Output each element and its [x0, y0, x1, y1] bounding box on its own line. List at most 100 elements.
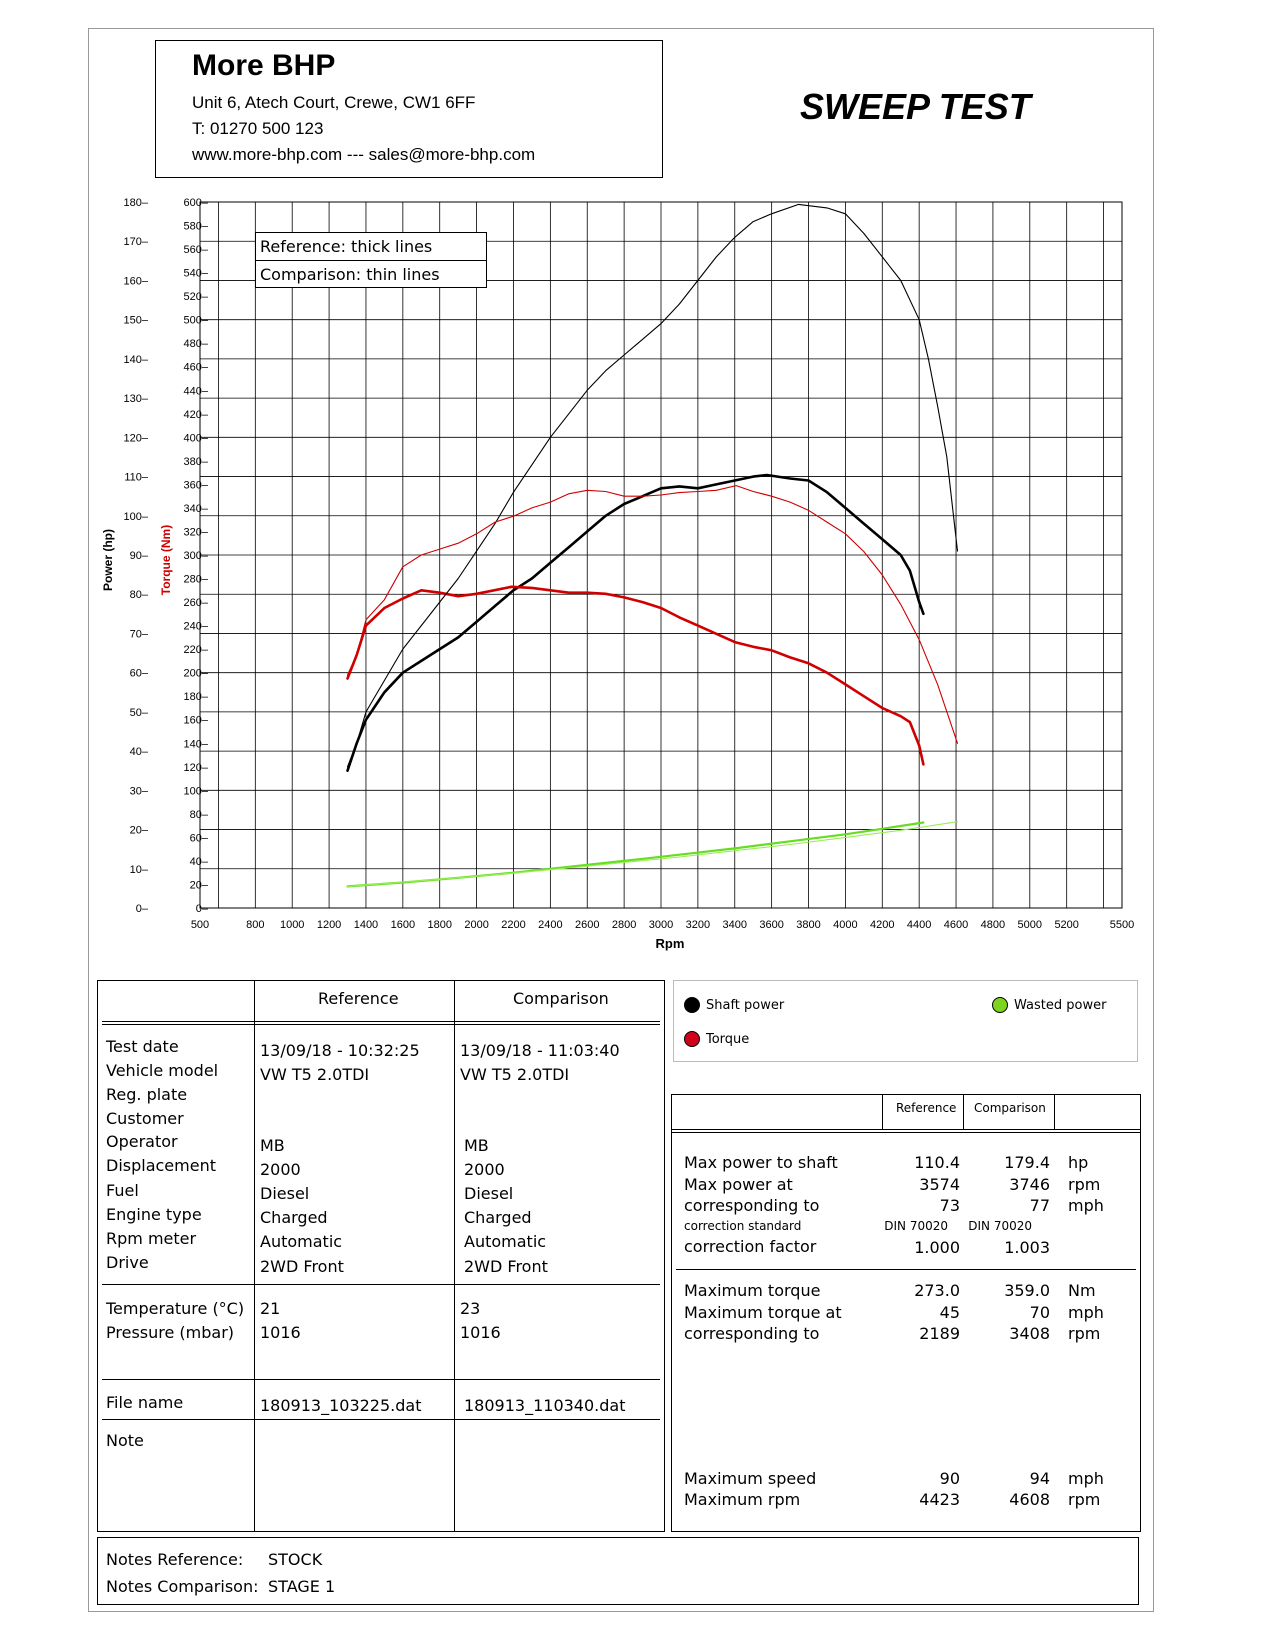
x-tick-label: 500 [191, 919, 209, 931]
result-rows2-0-label: Maximum torque [684, 1281, 821, 1300]
y-axis-label-power: Power (hp) [101, 529, 115, 591]
company-name: More BHP [192, 49, 336, 82]
torque-tick-label: 100– [184, 785, 209, 797]
chart-ticks: 500 800 1000 1200 1400 1600 1800 2000 2200 2400 26… [124, 197, 1135, 931]
torque-tick-label: 520– [184, 291, 209, 303]
x-axis-label: Rpm [656, 936, 685, 951]
torque-tick-label: 0– [196, 903, 209, 915]
company-box: More BHP Unit 6, Atech Court, Crewe, CW1… [155, 40, 663, 178]
label-vehicle-model: Vehicle model [106, 1061, 219, 1080]
power-tick-label: 0– [136, 903, 149, 915]
result-rows1-2-unit: mph [1068, 1196, 1104, 1215]
torque-tick-label: 40– [190, 856, 209, 868]
label-test-date: Test date [106, 1037, 179, 1056]
power-tick-label: 110– [124, 472, 149, 484]
report-title: SWEEP TEST [800, 86, 1031, 127]
x-tick-label: 3000 [649, 919, 673, 931]
result-rows1-0-ref: 110.4 [914, 1153, 960, 1172]
torque-tick-label: 540– [184, 268, 209, 280]
power-tick-label: 170– [124, 236, 149, 248]
corr-std-ref: DIN 70020 [884, 1219, 948, 1233]
torque-tick-label: 400– [184, 432, 209, 444]
label-reg-plate: Reg. plate [106, 1085, 188, 1104]
cmp-engine: Charged [464, 1208, 532, 1227]
results-table: Reference Comparison Max power to shaft 1… [671, 1094, 1141, 1532]
label-engine-type: Engine type [106, 1205, 202, 1224]
series-comparison-wasted-power [346, 821, 959, 887]
x-tick-label: 3800 [796, 919, 820, 931]
torque-tick-label: 580– [184, 221, 209, 233]
power-tick-label: 70– [130, 628, 149, 640]
cmp-test-date: 13/09/18 - 11:03:40 [460, 1041, 620, 1060]
dyno-chart: 500 800 1000 1200 1400 1600 1800 2000 2200 2400 26… [101, 197, 1135, 951]
x-tick-label: 3400 [723, 919, 747, 931]
label-customer: Customer [106, 1109, 184, 1128]
legend-wasted-power: Wasted power [1014, 998, 1107, 1013]
x-tick-label: 4400 [907, 919, 931, 931]
ref-fuel: Diesel [260, 1184, 310, 1203]
x-tick-label: 4200 [870, 919, 894, 931]
result-rows1-0-unit: hp [1068, 1153, 1089, 1172]
cmp-file-name: 180913_110340.dat [464, 1396, 626, 1415]
x-tick-label: 4800 [981, 919, 1005, 931]
ref-test-date: 13/09/18 - 10:32:25 [260, 1041, 420, 1060]
label-pressure: Pressure (mbar) [106, 1323, 235, 1342]
result-rows2-0-unit: Nm [1068, 1281, 1096, 1300]
cmp-temperature: 23 [460, 1299, 481, 1318]
result-rows3-1-unit: rpm [1068, 1490, 1101, 1509]
x-tick-label: 5200 [1054, 919, 1078, 931]
power-tick-label: 180– [124, 197, 149, 209]
cmp-pressure: 1016 [460, 1323, 501, 1342]
x-tick-label: 1600 [391, 919, 415, 931]
torque-tick-label: 600– [184, 197, 209, 209]
power-tick-label: 50– [130, 707, 149, 719]
series-reference-shaft-power [346, 473, 925, 772]
torque-tick-label: 60– [190, 832, 209, 844]
legend-reference: Reference: thick lines [260, 237, 433, 256]
result-rows2-1-cmp: 70 [1029, 1303, 1050, 1322]
label-fuel: Fuel [106, 1181, 139, 1200]
cmp-operator: MB [464, 1136, 489, 1155]
torque-tick-label: 80– [190, 809, 209, 821]
info-col-comparison: Comparison [513, 989, 609, 1008]
x-tick-label: 4000 [833, 919, 857, 931]
result-rows3-1-ref: 4423 [919, 1490, 960, 1509]
ref-rpm-meter: Automatic [260, 1232, 343, 1251]
torque-tick-label: 220– [184, 644, 209, 656]
result-rows2-1-ref: 45 [939, 1303, 960, 1322]
result-rows1-2-label: corresponding to [684, 1196, 820, 1215]
series-comparison-torque [346, 485, 959, 744]
x-tick-label: 1200 [317, 919, 341, 931]
torque-tick-label: 440– [184, 385, 209, 397]
torque-tick-label: 360– [184, 479, 209, 491]
result-rows1-2-cmp: 77 [1029, 1196, 1050, 1215]
x-tick-label: 2800 [612, 919, 636, 931]
chart-lines [346, 203, 959, 888]
power-tick-label: 10– [130, 864, 149, 876]
notes-reference-label: Notes Reference: [106, 1550, 244, 1569]
corr-factor-label: correction factor [684, 1237, 817, 1256]
legend-comparison: Comparison: thin lines [260, 265, 440, 284]
corr-factor-cmp: 1.003 [1004, 1238, 1050, 1257]
ref-temperature: 21 [260, 1299, 281, 1318]
result-rows2-0-cmp: 359.0 [1004, 1281, 1050, 1300]
label-displacement: Displacement [106, 1156, 216, 1175]
torque-tick-label: 380– [184, 456, 209, 468]
result-rows3-1-cmp: 4608 [1009, 1490, 1050, 1509]
torque-tick-label: 480– [184, 338, 209, 350]
x-tick-label: 5500 [1110, 919, 1134, 931]
result-rows1-1-unit: rpm [1068, 1175, 1101, 1194]
info-col-reference: Reference [318, 989, 399, 1008]
result-rows2-1-label: Maximum torque at [684, 1303, 842, 1322]
label-file-name: File name [106, 1393, 184, 1412]
legend-torque: Torque [706, 1032, 750, 1047]
label-temperature: Temperature (°C) [106, 1299, 245, 1318]
result-rows2-1-unit: mph [1068, 1303, 1104, 1322]
power-tick-label: 60– [130, 668, 149, 680]
label-drive: Drive [106, 1253, 149, 1272]
result-rows3-0-ref: 90 [939, 1469, 960, 1488]
company-address: Unit 6, Atech Court, Crewe, CW1 6FF [192, 93, 476, 112]
power-tick-label: 20– [130, 825, 149, 837]
power-tick-label: 140– [124, 354, 149, 366]
label-operator: Operator [106, 1132, 178, 1151]
